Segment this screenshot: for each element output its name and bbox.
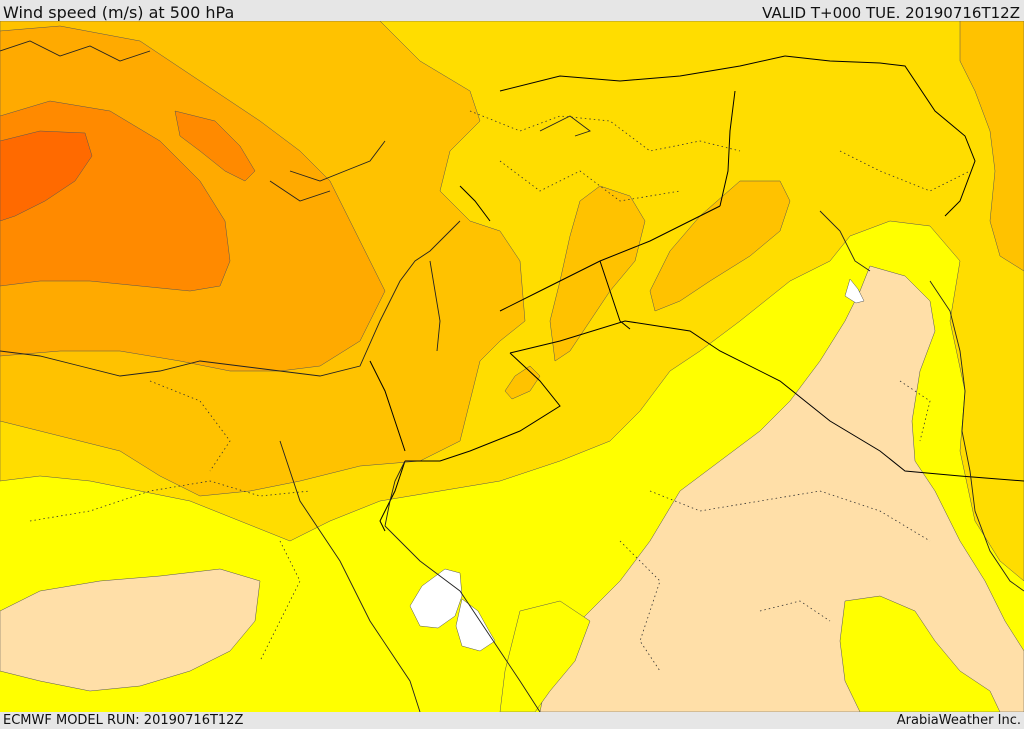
model-run-label: ECMWF MODEL RUN: 20190716T12Z <box>3 713 244 728</box>
missing-data-2 <box>455 598 496 652</box>
national-borders <box>369 55 1024 532</box>
map-canvas <box>0 21 1024 712</box>
credit-label: ArabiaWeather Inc. <box>896 713 1021 728</box>
band-orange-2 <box>174 110 256 182</box>
band-yellow-patch-1 <box>839 595 1001 712</box>
band-lightest-sw <box>0 568 261 692</box>
band-amber-streak-1 <box>549 185 646 362</box>
missing-data-1 <box>409 568 463 629</box>
map-header: Wind speed (m/s) at 500 hPa VALID T+000 … <box>0 0 1024 22</box>
map-footer: ECMWF MODEL RUN: 20190716T12Z ArabiaWeat… <box>0 712 1024 729</box>
band-orange-dark <box>0 130 93 222</box>
valid-time: VALID T+000 TUE. 20190716T12Z <box>762 4 1020 22</box>
band-lightest-desert <box>539 265 1024 712</box>
band-amber-streak-3 <box>504 365 541 400</box>
province-borders <box>29 110 971 672</box>
coastlines <box>0 40 1024 712</box>
missing-data-3 <box>844 278 865 304</box>
band-amber-east <box>959 21 1024 272</box>
band-amber-streak-2 <box>649 180 791 312</box>
wind-speed-map <box>0 21 1024 712</box>
map-title: Wind speed (m/s) at 500 hPa <box>3 3 235 22</box>
